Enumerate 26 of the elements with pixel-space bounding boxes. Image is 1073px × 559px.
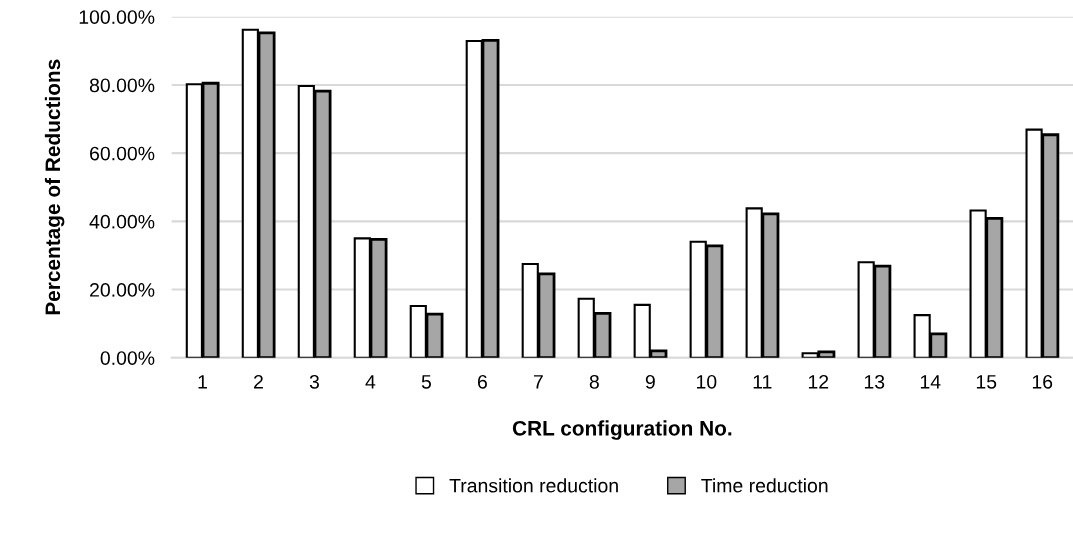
x-tick-label: 4 <box>365 375 376 389</box>
legend-label: Time reduction <box>701 478 828 493</box>
x-tick-label: 6 <box>477 374 487 389</box>
x-tick-label: 15 <box>976 375 997 389</box>
x-tick-label: 11 <box>753 375 772 389</box>
x-tick-label: 2 <box>254 374 263 389</box>
x-tick-label: 16 <box>1032 374 1053 389</box>
y-tick-label: 0.00% <box>100 351 155 365</box>
x-tick-label: 3 <box>309 374 319 389</box>
x-tick-label: 9 <box>645 374 655 389</box>
y-tick-label: 20.00% <box>90 283 155 297</box>
x-tick-label: 13 <box>864 374 885 389</box>
x-tick-label: 12 <box>808 374 829 389</box>
y-tick-label: 40.00% <box>89 214 155 229</box>
y-tick-label: 80.00% <box>89 78 155 93</box>
y-tick-label: 60.00% <box>90 146 155 161</box>
x-tick-label: 1 <box>198 375 207 389</box>
x-tick-label: 10 <box>696 374 717 389</box>
legend-label: Transition reduction <box>449 478 618 493</box>
x-tick-label: 14 <box>920 375 941 389</box>
x-tick-label: 8 <box>589 374 599 389</box>
x-tick-label: 5 <box>421 375 431 389</box>
y-tick-label: 100.00% <box>79 10 155 25</box>
x-tick-label: 7 <box>533 375 543 389</box>
x-axis-title: CRL configuration No. <box>512 420 732 440</box>
y-axis-title: Percentage of Reductions <box>44 59 65 315</box>
